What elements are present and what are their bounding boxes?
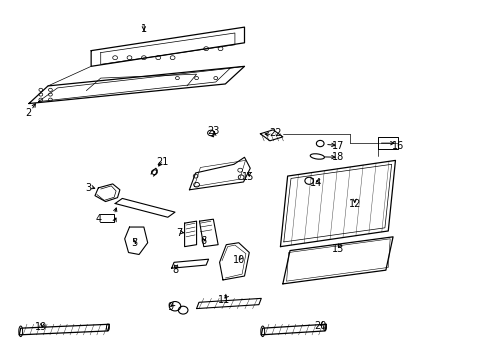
Text: 1: 1: [141, 24, 146, 34]
Text: 9: 9: [167, 302, 173, 312]
Text: 8: 8: [172, 265, 178, 275]
Text: 5: 5: [131, 238, 137, 248]
Text: 14: 14: [309, 178, 322, 188]
Text: 2: 2: [25, 108, 31, 118]
Text: 11: 11: [218, 294, 230, 305]
Text: 7: 7: [176, 228, 183, 238]
Text: 16: 16: [391, 140, 403, 150]
Text: 10: 10: [232, 255, 244, 265]
Text: 18: 18: [331, 152, 344, 162]
Text: 13: 13: [331, 244, 344, 253]
Text: 23: 23: [207, 126, 219, 136]
Text: 22: 22: [269, 128, 281, 138]
Text: 21: 21: [156, 157, 168, 167]
Text: 4: 4: [95, 214, 101, 224]
Text: 20: 20: [313, 321, 325, 331]
Text: 19: 19: [35, 322, 47, 332]
Text: 3: 3: [85, 183, 92, 193]
Text: 17: 17: [331, 140, 344, 150]
Text: 6: 6: [200, 236, 206, 246]
Text: 12: 12: [348, 198, 360, 208]
Text: 15: 15: [242, 172, 254, 182]
